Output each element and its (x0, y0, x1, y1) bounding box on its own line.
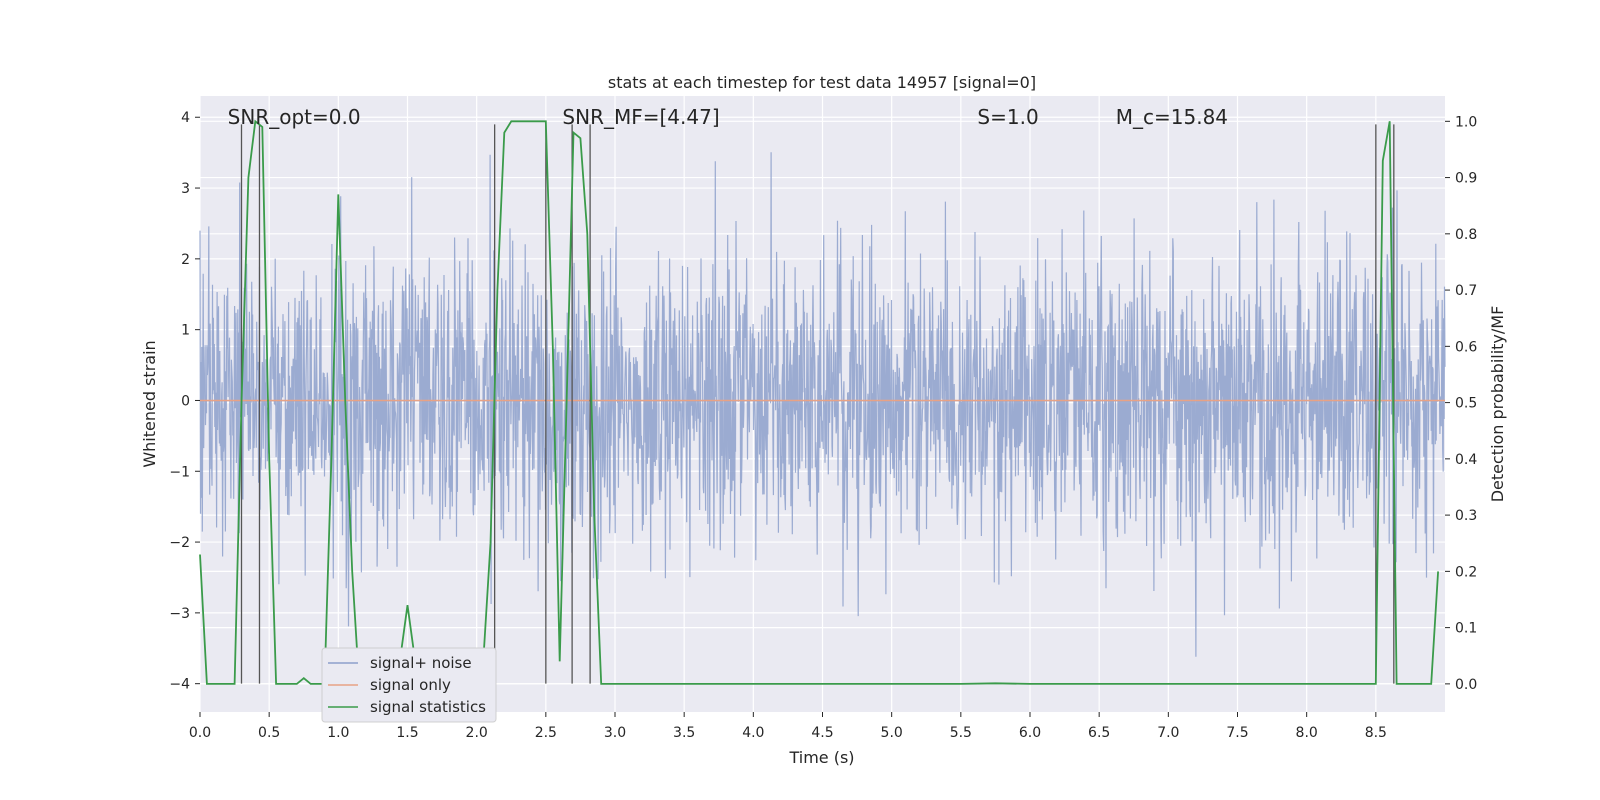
x-tick-label-15: 7.5 (1226, 725, 1248, 741)
y2-tick-label-1: 0.1 (1455, 621, 1477, 637)
x-tick-label-5: 2.5 (535, 725, 557, 741)
x-axis-label: Time (s) (788, 748, 854, 767)
x-tick-label-3: 1.5 (396, 725, 418, 741)
annotations: SNR_opt=0.0 SNR_MF=[4.47] S=1.0 M_c=15.84 (228, 105, 1228, 129)
y-axis-label: Whitened strain (140, 340, 159, 467)
y-tick-label-4: 0 (181, 393, 190, 409)
legend-box (321, 647, 497, 723)
x-tick-label-8: 4.0 (742, 725, 764, 741)
y2-tick-label-5: 0.5 (1455, 396, 1477, 412)
x-tick-label-7: 3.5 (673, 725, 695, 741)
x-tick-label-16: 8.0 (1296, 725, 1318, 741)
legend-label-signal-noise: signal+ noise (370, 654, 472, 672)
x-tick-label-13: 6.5 (1088, 725, 1110, 741)
y2-tick-label-0: 0.0 (1455, 677, 1477, 693)
y2-tick-label-3: 0.3 (1455, 508, 1477, 524)
x-tick-label-17: 8.5 (1365, 725, 1387, 741)
y-tick-label-1: −3 (169, 606, 190, 622)
chart-title: stats at each timestep for test data 149… (608, 73, 1036, 92)
x-tick-label-12: 6.0 (1019, 725, 1041, 741)
legend-label-signal-only: signal only (370, 676, 451, 694)
x-axis-ticks: 0.0 0.5 1.0 1.5 2.0 2.5 3.0 3.5 4.0 4.5 5.0 5.5 6.0 6… (189, 712, 1387, 741)
y-tick-label-5: 1 (181, 323, 190, 339)
y2-tick-label-9: 0.9 (1455, 171, 1477, 187)
x-tick-label-2: 1.0 (327, 725, 349, 741)
y2-tick-label-10: 1.0 (1455, 114, 1477, 130)
x-tick-label-1: 0.5 (258, 725, 280, 741)
annotation-snr_opt: SNR_opt=0.0 (228, 105, 361, 129)
y2-axis-ticks: 0.0 0.1 0.2 0.3 0.4 0.5 0.6 0.7 0.8 0.9 1.0 (1445, 114, 1477, 693)
y2-axis-label: Detection probability/MF (1488, 306, 1507, 503)
legend-label-signal-statistics: signal statistics (370, 698, 486, 716)
y-tick-label-7: 3 (181, 181, 190, 197)
y-tick-label-2: −2 (169, 535, 190, 551)
legend: signal+ noise signal only signal statist… (321, 647, 497, 723)
y2-tick-label-2: 0.2 (1455, 564, 1477, 580)
y2-tick-label-8: 0.8 (1455, 227, 1477, 243)
y2-tick-label-4: 0.4 (1455, 452, 1477, 468)
y-tick-label-6: 2 (181, 252, 190, 268)
y-tick-label-0: −4 (169, 677, 190, 693)
x-tick-label-11: 5.5 (950, 725, 972, 741)
x-tick-label-4: 2.0 (466, 725, 488, 741)
signal-noise-line (199, 152, 1446, 657)
signal-noise-series (199, 152, 1446, 657)
annotation-chirp_mass: M_c=15.84 (1116, 105, 1228, 129)
y-tick-label-3: −1 (169, 464, 190, 480)
y-tick-label-8: 4 (181, 110, 190, 126)
x-tick-label-9: 4.5 (811, 725, 833, 741)
y-axis-ticks: −4 −3 −2 −1 0 1 2 3 4 (169, 110, 200, 693)
x-tick-label-14: 7.0 (1157, 725, 1179, 741)
y2-tick-label-6: 0.6 (1455, 339, 1477, 355)
annotation-snr_mf: SNR_MF=[4.47] (562, 105, 719, 129)
y2-tick-label-7: 0.7 (1455, 283, 1477, 299)
x-tick-label-0: 0.0 (189, 725, 211, 741)
x-tick-label-6: 3.0 (604, 725, 626, 741)
x-tick-label-10: 5.0 (881, 725, 903, 741)
annotation-spin: S=1.0 (977, 105, 1038, 129)
